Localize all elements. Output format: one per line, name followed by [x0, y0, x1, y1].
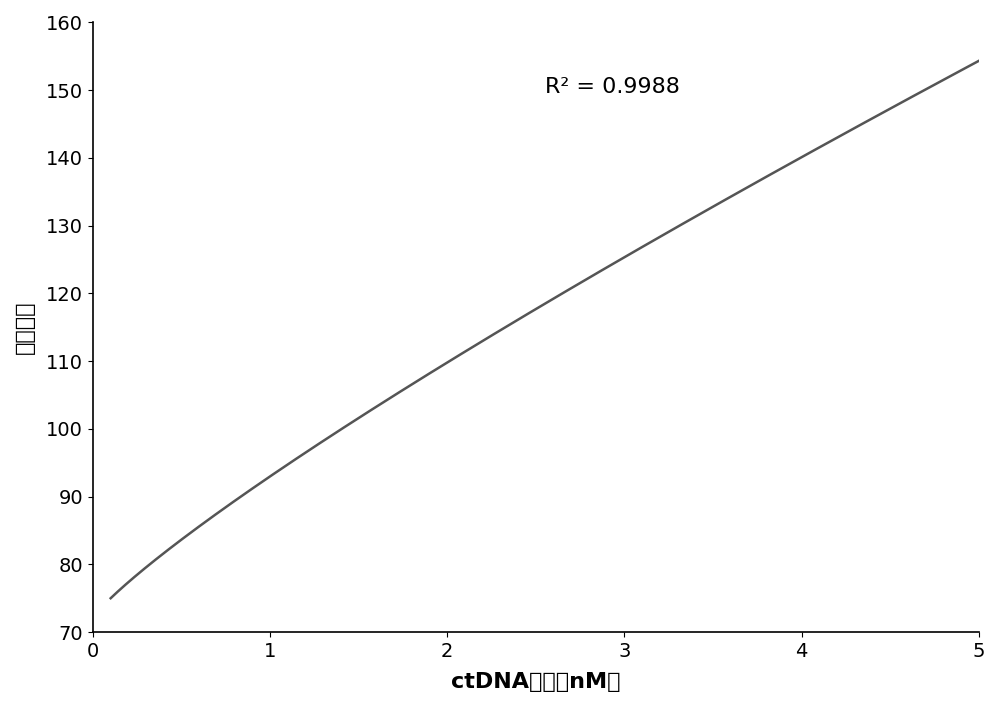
X-axis label: ctDNA浓度（nM）: ctDNA浓度（nM） [451, 672, 621, 692]
Text: R² = 0.9988: R² = 0.9988 [545, 76, 680, 97]
Y-axis label: 荧光强度: 荧光强度 [15, 300, 35, 354]
